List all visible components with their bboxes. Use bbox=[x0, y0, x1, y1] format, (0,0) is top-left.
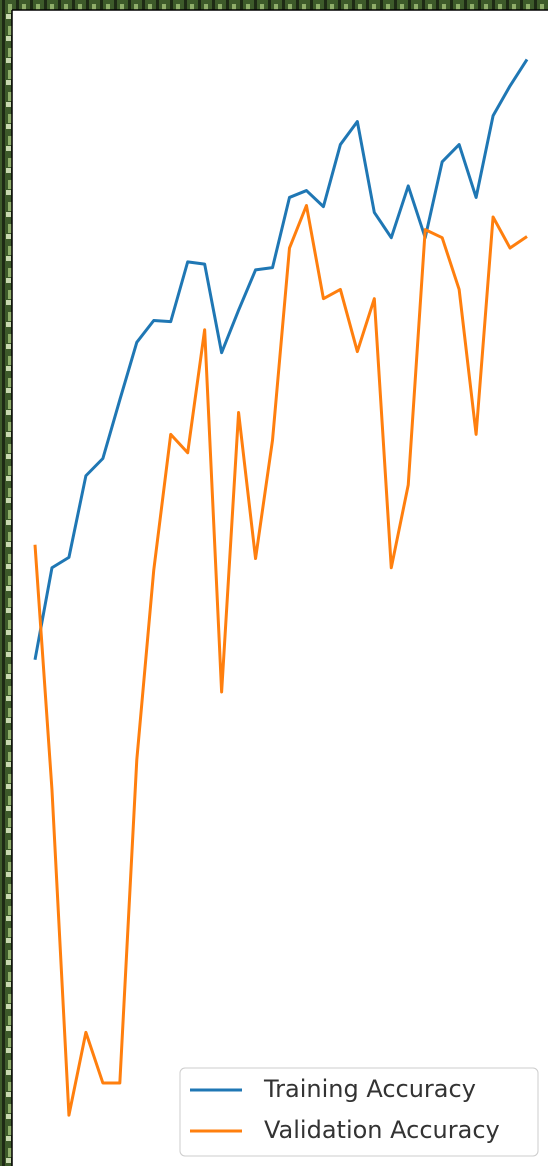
legend-box bbox=[179, 1067, 539, 1157]
legend: Training Accuracy Validation Accuracy bbox=[179, 1067, 539, 1157]
plot-area bbox=[12, 10, 548, 1166]
line-series bbox=[33, 58, 529, 661]
legend-label: Validation Accuracy bbox=[264, 1116, 500, 1144]
line-series bbox=[33, 204, 528, 1117]
legend-label: Training Accuracy bbox=[263, 1075, 476, 1103]
